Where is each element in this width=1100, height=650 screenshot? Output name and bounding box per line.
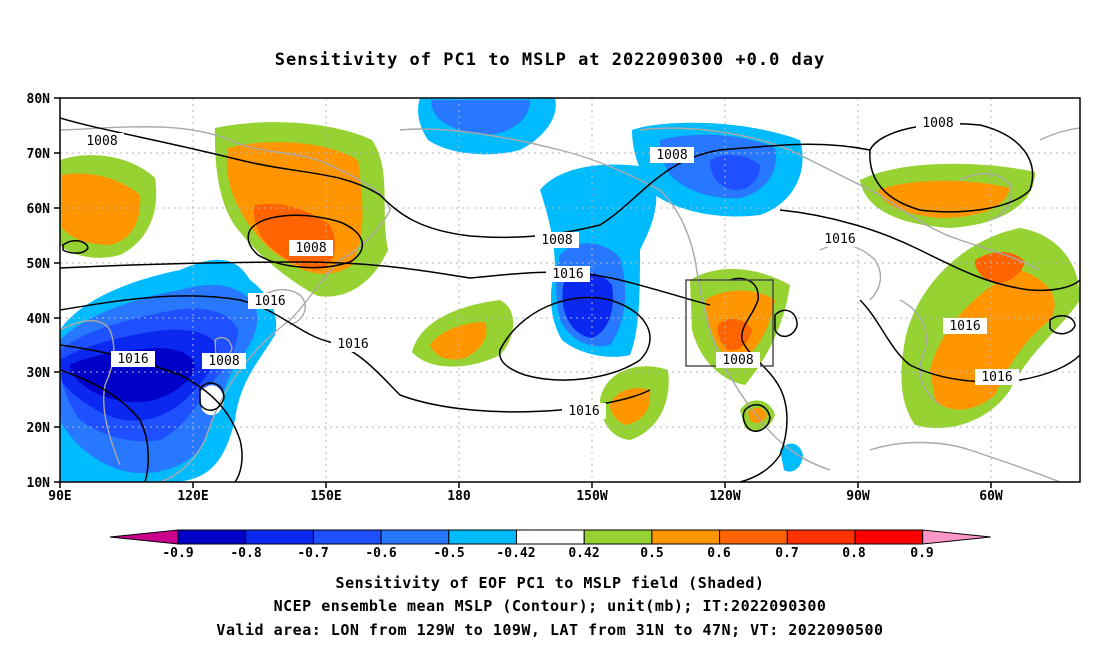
colorbar-swatch <box>583 529 653 545</box>
contour-label: 1008 <box>86 134 117 149</box>
contour-loop-small-c <box>774 309 798 338</box>
contour-1016-asia <box>60 344 243 482</box>
shade-neg-gulf-alaska-3 <box>562 272 614 338</box>
mslp-contours <box>60 117 1080 482</box>
lon-labels: 90E 120E 150E 180 150W 120W 90W 60W <box>48 489 1003 504</box>
lon-label: 120W <box>709 489 740 504</box>
contour-label: 1016 <box>552 267 583 282</box>
contour-label: 1016 <box>254 294 285 309</box>
lat-label: 80N <box>27 92 51 107</box>
lat-label: 20N <box>27 421 51 436</box>
caption-line-2: NCEP ensemble mean MSLP (Contour); unit(… <box>273 597 827 615</box>
colorbar-label: -0.5 <box>433 546 464 561</box>
lat-label: 10N <box>27 476 51 491</box>
lon-label: 150E <box>310 489 341 504</box>
contour-1008-asia <box>60 369 150 482</box>
contour-1008-us <box>729 277 788 482</box>
colorbar-labels: -0.9 -0.8 -0.7 -0.6 -0.5 -0.42 0.42 0.5 … <box>162 546 933 561</box>
map-frame <box>59 97 1081 483</box>
lon-label: 180 <box>447 489 471 504</box>
colorbar-swatch <box>380 529 450 545</box>
colorbar-label: 0.5 <box>640 546 663 561</box>
shade-pos-canada-east-orange <box>878 180 1010 218</box>
shade-pos-atlantic-orange <box>930 270 1055 410</box>
colorbar-label: 0.42 <box>568 546 599 561</box>
map-title: Sensitivity of PC1 to MSLP at 2022090300… <box>274 50 826 70</box>
colorbar-swatch <box>245 529 314 545</box>
colorbar-label: -0.8 <box>230 546 261 561</box>
colorbar-label: 0.7 <box>775 546 798 561</box>
colorbar-label: -0.7 <box>297 546 328 561</box>
contour-label: 1016 <box>568 404 599 419</box>
colorbar-arrow-right <box>922 529 991 545</box>
colorbar-label: -0.6 <box>365 546 396 561</box>
contour-1016-mid <box>60 295 651 413</box>
lat-label: 30N <box>27 366 51 381</box>
colorbar-label: -0.42 <box>496 546 535 561</box>
contour-labels: 1008 1008 1008 1008 1008 1008 1008 1016 … <box>80 115 1019 419</box>
colorbar-swatch <box>448 529 517 545</box>
contour-1016-west <box>60 261 711 306</box>
contour-loop-small-a <box>62 240 89 254</box>
contour-1016-loop-pacific <box>498 296 651 381</box>
axis-ticks <box>54 97 992 488</box>
lat-label: 60N <box>27 202 51 217</box>
contour-label: 1008 <box>656 148 687 163</box>
contour-1008-north <box>60 117 871 239</box>
contour-1008-us-loop <box>742 403 771 432</box>
colorbar-swatch <box>651 529 721 545</box>
lat-label: 40N <box>27 312 51 327</box>
colorbar-label: 0.8 <box>842 546 866 561</box>
lon-label: 60W <box>979 489 1003 504</box>
shade-pos-west-orange <box>62 173 141 245</box>
shade-neg-arctic-2 <box>431 100 530 135</box>
contour-label: 1008 <box>541 233 572 248</box>
lon-label: 90W <box>846 489 870 504</box>
contour-label: 1008 <box>295 241 326 256</box>
colorbar-label: 0.6 <box>707 546 731 561</box>
colorbar <box>109 529 991 545</box>
lat-label: 70N <box>27 147 51 162</box>
shade-neg-canada-3 <box>710 155 760 190</box>
contour-1008-loop-a <box>247 214 364 269</box>
lon-label: 150W <box>576 489 607 504</box>
contour-1016-canada <box>779 209 1080 292</box>
shade-pos-atlantic-red <box>974 251 1025 283</box>
shade-pos-central-orange <box>430 322 487 360</box>
colorbar-arrow-left <box>109 529 179 545</box>
shade-pos-eastpac-orange <box>610 388 651 425</box>
colorbar-label: -0.9 <box>162 546 193 561</box>
lon-label: 90E <box>48 489 71 504</box>
colorbar-swatch <box>854 529 924 545</box>
colorbar-swatch <box>516 529 585 545</box>
shaded-field <box>60 98 1080 482</box>
contour-loop-small-b <box>1049 314 1076 335</box>
contour-1016-atlantic <box>859 299 1080 383</box>
coastlines <box>60 126 1080 482</box>
caption-line-3: Valid area: LON from 129W to 109W, LAT f… <box>216 621 884 639</box>
lat-label: 50N <box>27 257 51 272</box>
colorbar-swatch <box>786 529 856 545</box>
colorbar-swatch <box>719 529 788 545</box>
colorbar-swatch <box>177 529 247 545</box>
caption-line-1: Sensitivity of EOF PC1 to MSLP field (Sh… <box>335 574 765 592</box>
lat-labels: 80N 70N 60N 50N 40N 30N 20N 10N <box>27 92 51 491</box>
colorbar-label: 0.9 <box>910 546 933 561</box>
contour-label: 1016 <box>949 319 980 334</box>
contour-loop-small-d <box>199 382 225 411</box>
contour-label: 1008 <box>208 354 239 369</box>
lon-label: 120E <box>177 489 208 504</box>
colorbar-swatch <box>312 529 382 545</box>
contour-label: 1008 <box>922 116 953 131</box>
contour-label: 1016 <box>824 232 855 247</box>
contour-label: 1008 <box>722 353 753 368</box>
shade-neg-mexico <box>780 443 803 472</box>
contour-label: 1016 <box>981 370 1012 385</box>
contour-label: 1016 <box>337 337 368 352</box>
contour-label: 1016 <box>117 352 148 367</box>
